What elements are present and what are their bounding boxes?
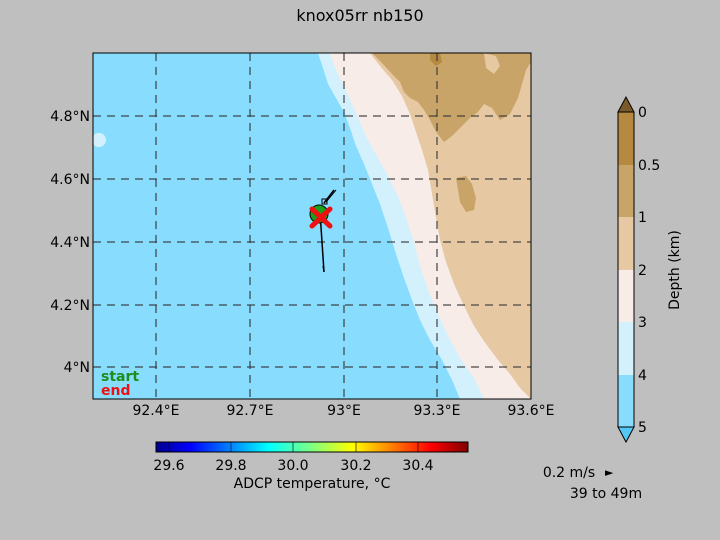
- depth-colorbar-label: Depth (km): [667, 230, 683, 310]
- velocity-vector: [323, 189, 335, 204]
- scale-arrow-icon: ►: [605, 466, 614, 479]
- temperature-tick-label: 30.2: [340, 458, 371, 474]
- depth-tick-label: 0.5: [638, 158, 660, 174]
- y-tick-label: 4.4°N: [50, 235, 90, 251]
- y-axis: 4.8°N 4.6°N 4.4°N 4.2°N 4°N: [50, 109, 90, 376]
- velocity-vector: [322, 265, 325, 273]
- land-low: [370, 53, 531, 399]
- velocity-vector: [325, 189, 337, 203]
- x-tick-label: 93°E: [327, 403, 361, 419]
- chart-title: knox05rr nb150: [296, 6, 423, 25]
- y-tick-label: 4°N: [64, 360, 90, 376]
- depth-band: [618, 322, 634, 375]
- depth-tick-label: 2: [638, 263, 647, 279]
- depth-colorbar: 0 0.5 1 2 3 4 5 Depth (km): [617, 95, 683, 444]
- ship-track: [309, 189, 337, 273]
- start-label: start: [101, 369, 139, 385]
- end-label: end: [101, 383, 130, 399]
- depth-tick-label: 1: [638, 210, 647, 226]
- velocity-vector-marker: [321, 198, 328, 205]
- depth-tick-label: 5: [638, 420, 647, 436]
- y-tick-label: 4.2°N: [50, 298, 90, 314]
- depth-range-label: 39 to 49m: [570, 486, 642, 502]
- land-mid: [372, 53, 531, 142]
- x-tick-label: 93.3°E: [413, 403, 460, 419]
- map-frame: [92, 52, 532, 400]
- temperature-colorbar-label: ADCP temperature, °C: [234, 476, 391, 492]
- depth-tick-label: 0: [638, 105, 647, 121]
- x-tick-label: 92.4°E: [132, 403, 179, 419]
- depth-tick-label: 4: [638, 368, 647, 384]
- map-panel: start end: [93, 53, 531, 399]
- temperature-tick-label: 29.8: [215, 458, 246, 474]
- depth-tick-label: 3: [638, 315, 647, 331]
- y-tick-label: 4.8°N: [50, 109, 90, 125]
- y-tick-label: 4.6°N: [50, 172, 90, 188]
- x-tick-label: 92.7°E: [226, 403, 273, 419]
- depth-band: [618, 112, 634, 165]
- x-axis: 92.4°E 92.7°E 93°E 93.3°E 93.6°E: [132, 403, 554, 419]
- depth-band: [618, 375, 634, 427]
- scale-label: 0.2 m/s: [543, 465, 595, 481]
- land-mid-patch: [456, 176, 476, 212]
- temperature-colorbar-gradient: [155, 441, 469, 453]
- temperature-tick-label: 30.0: [277, 458, 308, 474]
- track-end-marker: [309, 206, 333, 229]
- island: [93, 133, 106, 147]
- x-tick-label: 93.6°E: [507, 403, 554, 419]
- temperature-colorbar: 29.6 29.8 30.0 30.2 30.4 ADCP temperatur…: [153, 441, 469, 492]
- depth-colorbar-extend-top: [617, 95, 635, 113]
- land-light-patch: [484, 53, 500, 74]
- depth-colorbar-frame: [617, 111, 635, 428]
- depth-band: [618, 270, 634, 322]
- grid: [93, 53, 531, 399]
- depth-colorbar-extend-bottom: [617, 426, 635, 444]
- temperature-tick-label: 30.4: [402, 458, 433, 474]
- temperature-tick-label: 29.6: [153, 458, 184, 474]
- depth-band: [618, 165, 634, 217]
- depth-band: [618, 217, 634, 270]
